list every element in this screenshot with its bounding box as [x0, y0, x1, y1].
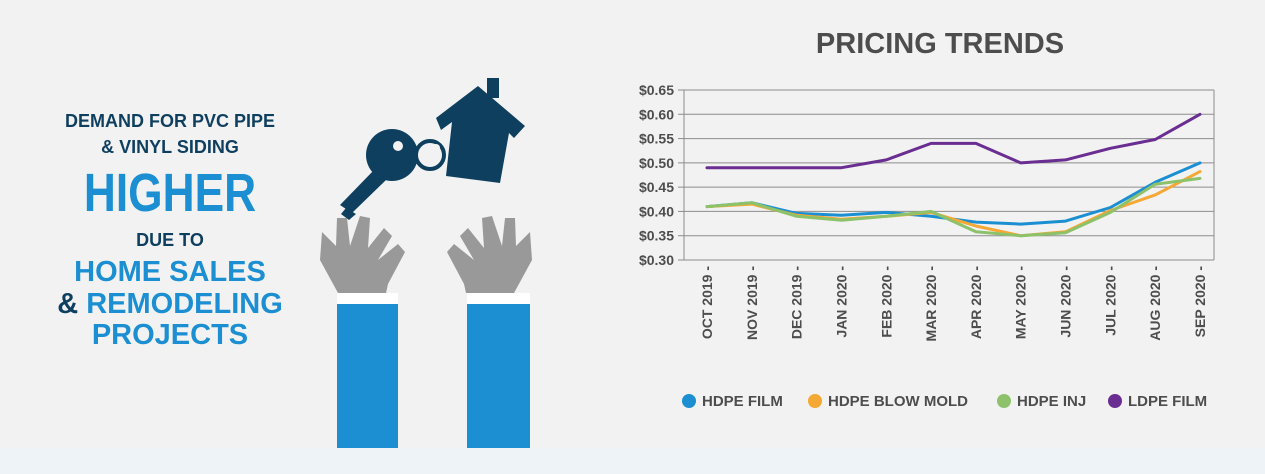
infographic-canvas: DEMAND FOR PVC PIPE & VINYL SIDING HIGHE… [20, 28, 1215, 448]
x-tick-label: AUG 2020 - [1147, 266, 1163, 341]
legend-swatch [682, 394, 696, 408]
illustration [320, 78, 532, 448]
house-key-icon [340, 78, 525, 220]
legend-hdpe-film: HDPE FILM [682, 391, 783, 411]
y-tick-label: $0.45 [639, 179, 674, 195]
legend-label: HDPE INJ [1017, 392, 1087, 410]
raised-hands-icon [320, 216, 532, 448]
series-line-ldpe-film [705, 112, 1202, 170]
y-tick-label: $0.50 [639, 155, 674, 171]
y-tick-label: $0.40 [639, 203, 674, 219]
x-tick-label: FEB 2020 - [878, 266, 894, 338]
headline-line-6: PROJECTS [91, 319, 249, 351]
x-tick-label: NOV 2019 - [744, 266, 760, 340]
legend-hdpe-blow-mold: HDPE BLOW MOLD [808, 391, 968, 411]
x-tick-label: JAN 2020 - [833, 266, 849, 338]
legend-swatch [808, 394, 822, 408]
y-tick-label: $0.55 [639, 131, 674, 147]
series-line-hdpe-inj [705, 176, 1202, 238]
y-tick-label: $0.35 [639, 228, 674, 244]
x-tick-label: MAR 2020 - [923, 266, 939, 342]
legend-swatch [1108, 394, 1122, 408]
headline-line-4: HOME SALES [74, 256, 266, 288]
headline-line-1: DEMAND FOR PVC PIPE [64, 111, 276, 131]
legend-hdpe-inj: HDPE INJ [997, 391, 1086, 411]
legend-ldpe-film: LDPE FILM [1108, 391, 1207, 411]
x-tick-label: OCT 2019 - [699, 266, 715, 339]
headline-line-3: DUE TO [136, 230, 204, 250]
headline-line-2: & VINYL SIDING [101, 137, 239, 157]
y-tick-label: $0.65 [639, 82, 674, 98]
legend-label: HDPE BLOW MOLD [828, 392, 968, 410]
legend-label: LDPE FILM [1128, 392, 1208, 410]
x-tick-label: DEC 2019 - [789, 266, 805, 339]
headline-ampersand: & [57, 288, 79, 320]
headline-big-word: HIGHER [83, 163, 257, 223]
legend-label: HDPE FILM [702, 392, 783, 410]
legend-swatch [997, 394, 1011, 408]
x-tick-label: JUL 2020 - [1102, 266, 1118, 336]
x-tick-label: APR 2020 - [968, 266, 984, 339]
x-tick-label: SEP 2020 - [1192, 266, 1208, 338]
y-tick-label: $0.30 [639, 252, 674, 268]
y-tick-label: $0.60 [639, 106, 674, 122]
headline-line-5: & REMODELING [20, 290, 320, 319]
pricing-trends-chart: $0.65 $0.60 $0.55 $0.50 $0.45 $0.40 $0.35 $0.30… [639, 82, 1215, 342]
chart-title: PRICING TRENDS [815, 28, 1065, 60]
x-tick-label: MAY 2020 - [1013, 266, 1029, 339]
series-line-hdpe-film [705, 161, 1202, 226]
headline-word-remodeling: REMODELING [86, 288, 283, 320]
x-tick-label: JUN 2020 - [1058, 266, 1074, 338]
